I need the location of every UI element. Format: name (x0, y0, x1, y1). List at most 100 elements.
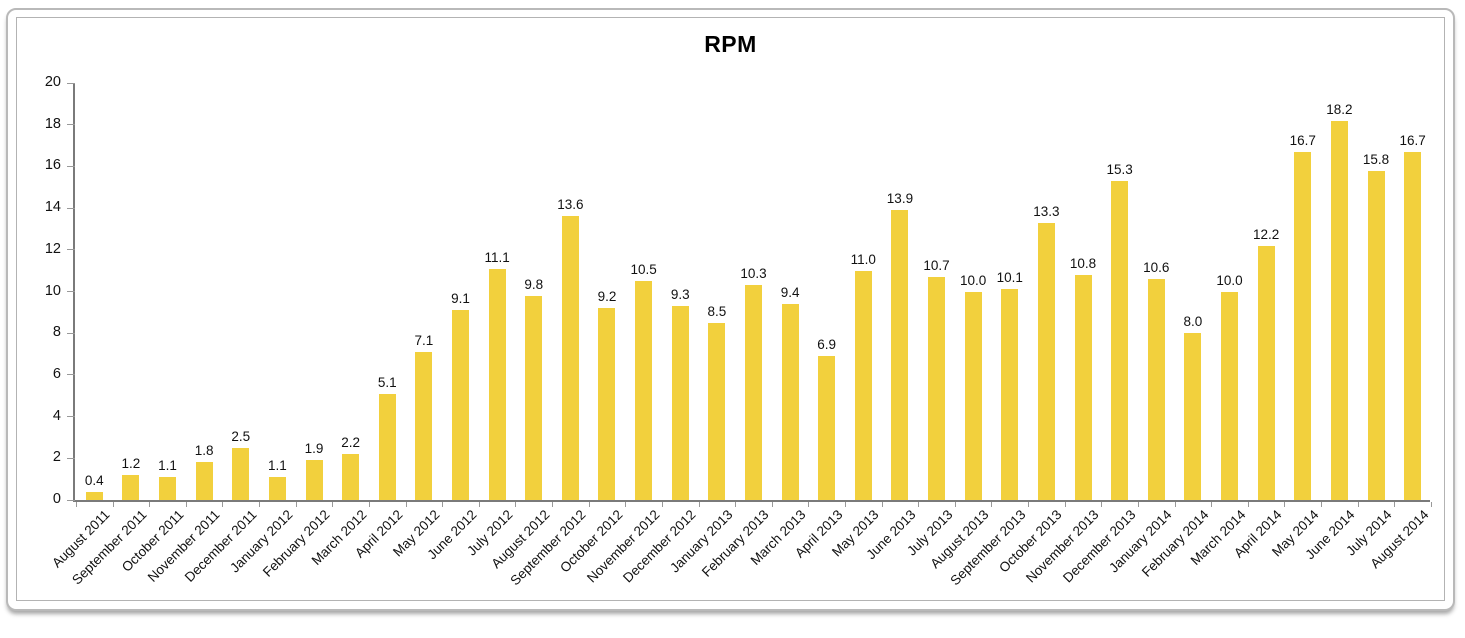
bar-value-label: 1.8 (194, 443, 214, 459)
y-axis-label: 4 (52, 407, 61, 424)
y-axis-label: 14 (44, 199, 61, 216)
bar (561, 216, 579, 500)
y-axis-tick (67, 332, 75, 334)
bar-value-label: 10.8 (1069, 255, 1097, 271)
x-axis-tick (75, 502, 77, 507)
bar (928, 276, 946, 500)
bar (452, 310, 469, 500)
bar-value-label: 10.0 (960, 272, 987, 288)
x-axis-tick (625, 502, 627, 507)
chart-title: RPM (704, 31, 757, 57)
bar (781, 304, 799, 500)
x-axis-tick (149, 502, 151, 507)
x-axis-tick (112, 502, 114, 507)
x-axis-tick (1174, 502, 1176, 507)
y-axis-tick (67, 291, 75, 292)
bar-value-label: 0.4 (84, 472, 104, 488)
x-axis-tick (771, 502, 773, 507)
bar-value-label: 18.2 (1326, 101, 1353, 117)
bar-value-label: 10.6 (1143, 260, 1170, 275)
x-axis-tick (332, 502, 334, 507)
bar-value-label: 9.8 (524, 276, 544, 292)
chart-card: RPM 0 2 4 6 8 10 12 14 16 18 20 0.4 August 2011 1.2 Se… (6, 8, 1455, 611)
bar-value-label: 8.0 (1183, 314, 1203, 330)
y-axis-tick (67, 374, 75, 376)
bar (1257, 245, 1275, 500)
x-axis-tick (1028, 502, 1030, 507)
y-axis-label: 2 (52, 449, 61, 466)
bar (964, 291, 982, 500)
bar-value-label: 13.9 (886, 191, 914, 207)
y-axis-tick (67, 124, 75, 126)
x-axis-label: August 2011 (49, 507, 113, 571)
bar (854, 270, 872, 500)
bar-value-label: 10.7 (923, 257, 950, 273)
x-axis-tick (698, 502, 700, 507)
y-axis-tick (67, 416, 75, 418)
bar (1111, 181, 1129, 500)
y-axis-label: 6 (52, 365, 61, 382)
bar-value-label: 10.3 (740, 266, 767, 282)
y-axis-label: 16 (44, 157, 61, 174)
bar-value-label: 1.1 (268, 458, 287, 474)
x-axis-tick (954, 502, 956, 507)
x-axis-tick (1321, 502, 1323, 507)
bar (1147, 279, 1165, 500)
bar-value-label: 11.1 (484, 249, 510, 265)
bar (232, 447, 250, 500)
x-axis-tick (1137, 502, 1139, 507)
bar-value-label: 1.1 (158, 458, 177, 474)
y-axis-tick (67, 165, 75, 167)
bar-value-label: 9.3 (670, 287, 690, 303)
bar-value-label: 7.1 (414, 332, 434, 348)
bar (195, 462, 213, 500)
x-axis-tick (735, 502, 737, 507)
bar (1294, 151, 1312, 500)
bar (671, 306, 689, 500)
bar (488, 268, 506, 500)
bar-value-label: 1.2 (121, 455, 141, 471)
bar-value-label: 10.0 (1216, 272, 1243, 288)
y-axis-label: 18 (44, 115, 61, 132)
x-axis-tick (222, 502, 224, 507)
x-axis-tick (661, 502, 663, 507)
y-axis-tick (67, 82, 75, 84)
x-axis-tick (588, 502, 590, 507)
y-axis-tick (67, 207, 75, 209)
bar (1367, 170, 1385, 500)
bar (818, 356, 836, 500)
bar-value-label: 15.8 (1362, 151, 1390, 167)
x-axis-tick (552, 502, 554, 507)
bar (525, 295, 543, 500)
bar-value-label: 16.7 (1289, 132, 1316, 148)
x-axis-tick (478, 502, 480, 507)
x-axis-tick (1064, 502, 1066, 507)
x-axis-tick (1430, 502, 1432, 507)
bar (415, 351, 433, 500)
bar-value-label: 10.1 (996, 270, 1023, 286)
x-axis-tick (442, 502, 444, 507)
x-axis-tick (1284, 502, 1286, 507)
x-axis-tick (918, 502, 920, 507)
bar (1330, 120, 1348, 500)
bar-value-label: 10.5 (630, 262, 657, 278)
bar-value-label: 9.4 (780, 285, 800, 301)
bar (85, 491, 103, 500)
bar-value-label: 11.0 (850, 251, 876, 267)
bar (1404, 151, 1422, 500)
bar-value-label: 2.5 (231, 428, 251, 444)
y-axis-label: 0 (52, 491, 61, 507)
bar (744, 285, 762, 500)
y-axis-tick (67, 457, 75, 459)
x-axis-tick (259, 502, 261, 507)
bar (708, 322, 726, 500)
bar (268, 477, 286, 500)
bar (122, 474, 140, 500)
bar-value-label: 16.7 (1399, 132, 1426, 148)
y-axis-label: 12 (44, 240, 61, 257)
y-axis-tick (67, 249, 75, 251)
x-axis-tick (1247, 502, 1249, 507)
bar (1001, 289, 1019, 500)
bar-value-label: 9.1 (451, 291, 470, 307)
bar (1221, 291, 1239, 500)
